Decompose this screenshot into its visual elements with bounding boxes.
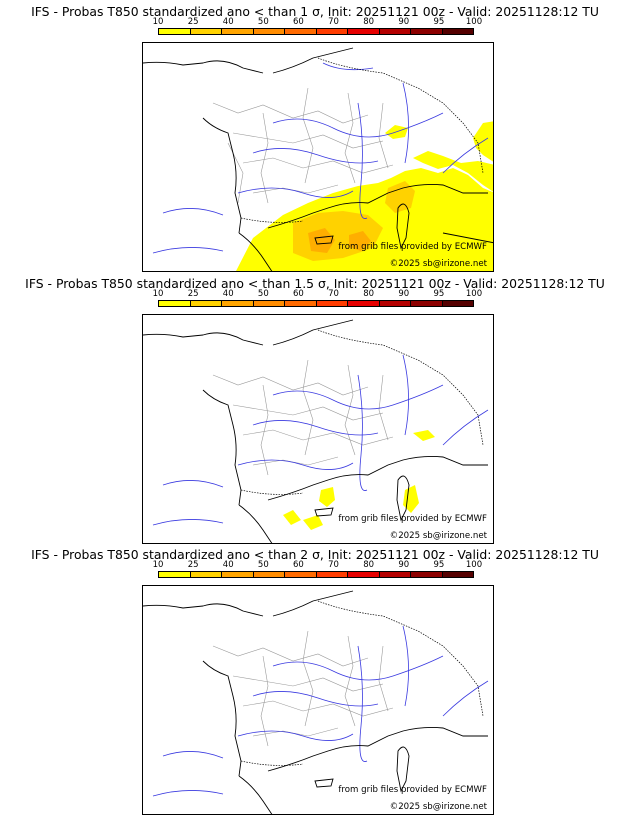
colorbar-segment: [222, 29, 254, 34]
colorbar-label: 25: [187, 289, 199, 299]
colorbar-segment: [379, 301, 411, 306]
map-canvas: [143, 319, 489, 543]
colorbar-label: 40: [222, 560, 234, 570]
panel-title: IFS - Probas T850 standardized ano < tha…: [31, 4, 599, 19]
panel-title: IFS - Probas T850 standardized ano < tha…: [31, 547, 599, 562]
map-canvas: [143, 590, 489, 814]
colorbar-label: 50: [257, 17, 269, 27]
probability-area: [236, 121, 493, 271]
map-france-sigma-2: from grib files provided by ECMWF ©2025 …: [142, 585, 494, 815]
colorbar-labels: 10 25 40 50 60 70 80 90 95 100: [153, 17, 490, 27]
colorbar-segment: [190, 572, 222, 577]
admin-borders: [212, 630, 394, 747]
colorbar-segment: [253, 29, 285, 34]
colorbar-segment: [348, 572, 380, 577]
rivers: [152, 354, 489, 526]
colorbar-label: 10: [152, 289, 164, 299]
credit-copyright: ©2025 sb@irizone.net: [389, 259, 487, 269]
panel-title: IFS - Probas T850 standardized ano < tha…: [25, 276, 605, 291]
probability-area: [283, 430, 435, 530]
colorbar-segment: [285, 29, 317, 34]
credit-copyright: ©2025 sb@irizone.net: [389, 531, 487, 541]
colorbar-label: 70: [328, 560, 339, 570]
colorbar-segment: [411, 301, 443, 306]
panel-sigma-1: IFS - Probas T850 standardized ano < tha…: [0, 4, 630, 272]
colorbar-segment: [159, 572, 191, 577]
colorbar-label: 40: [222, 289, 234, 299]
colorbar-labels: 10 25 40 50 60 70 80 90 95 100: [153, 289, 490, 299]
coastline: [143, 590, 488, 814]
colorbar-segment: [253, 301, 285, 306]
colorbar-labels: 10 25 40 50 60 70 80 90 95 100: [153, 560, 490, 570]
colorbar-segment: [316, 301, 348, 306]
colorbar-segment: [348, 301, 380, 306]
colorbar-segment: [442, 29, 473, 34]
credit-data-source: from grib files provided by ECMWF: [338, 785, 487, 795]
colorbar-label: 10: [152, 17, 164, 27]
colorbar-segment: [348, 29, 380, 34]
colorbar-label: 90: [398, 560, 410, 570]
rivers: [152, 625, 489, 797]
colorbar-label: 90: [398, 17, 410, 27]
colorbar-segment: [379, 572, 411, 577]
colorbar-label: 80: [363, 560, 375, 570]
colorbar-label: 80: [363, 17, 375, 27]
colorbar-segment: [285, 301, 317, 306]
colorbar-segment: [190, 29, 222, 34]
colorbar-label: 100: [465, 289, 483, 299]
colorbar-label: 95: [433, 289, 445, 299]
colorbar-label: 60: [293, 289, 304, 299]
colorbar-label: 100: [465, 17, 483, 27]
colorbar-label: 50: [257, 289, 269, 299]
colorbar-segment: [411, 29, 443, 34]
colorbar-segment: [253, 572, 285, 577]
colorbar: [158, 571, 474, 578]
colorbar-segment: [222, 301, 254, 306]
map-canvas: [143, 47, 493, 271]
colorbar-segment: [316, 572, 348, 577]
colorbar-label: 70: [328, 17, 339, 27]
colorbar-label: 95: [433, 17, 445, 27]
country-borders: [240, 329, 484, 495]
colorbar-segment: [222, 572, 254, 577]
colorbar-segment: [442, 301, 473, 306]
colorbar-label: 25: [187, 560, 199, 570]
colorbar-segment: [411, 572, 443, 577]
country-borders: [240, 57, 484, 223]
colorbar-label: 50: [257, 560, 269, 570]
credit-data-source: from grib files provided by ECMWF: [338, 242, 487, 252]
colorbar: [158, 28, 474, 35]
colorbar-segment: [379, 29, 411, 34]
colorbar-label: 90: [398, 289, 410, 299]
colorbar-segment: [442, 572, 473, 577]
colorbar-segment: [159, 29, 191, 34]
colorbar-label: 100: [465, 560, 483, 570]
panel-sigma-1.5: IFS - Probas T850 standardized ano < tha…: [0, 276, 630, 544]
rivers: [152, 62, 489, 254]
colorbar-label: 95: [433, 560, 445, 570]
map-france-sigma-1.5: from grib files provided by ECMWF ©2025 …: [142, 314, 494, 544]
credit-data-source: from grib files provided by ECMWF: [338, 514, 487, 524]
credit-copyright: ©2025 sb@irizone.net: [389, 802, 487, 812]
colorbar: [158, 300, 474, 307]
colorbar-segment: [159, 301, 191, 306]
map-france-sigma-1: from grib files provided by ECMWF ©2025 …: [142, 42, 494, 272]
colorbar-label: 10: [152, 560, 164, 570]
country-borders: [240, 600, 484, 766]
colorbar-label: 40: [222, 17, 234, 27]
colorbar-label: 60: [293, 560, 304, 570]
colorbar-segment: [190, 301, 222, 306]
panel-sigma-2: IFS - Probas T850 standardized ano < tha…: [0, 547, 630, 815]
colorbar-label: 60: [293, 17, 304, 27]
colorbar-label: 25: [187, 17, 199, 27]
colorbar-segment: [316, 29, 348, 34]
admin-borders: [212, 359, 394, 476]
colorbar-label: 70: [328, 289, 339, 299]
coastline: [143, 47, 493, 271]
colorbar-label: 80: [363, 289, 375, 299]
coastline: [143, 319, 488, 543]
colorbar-segment: [285, 572, 317, 577]
